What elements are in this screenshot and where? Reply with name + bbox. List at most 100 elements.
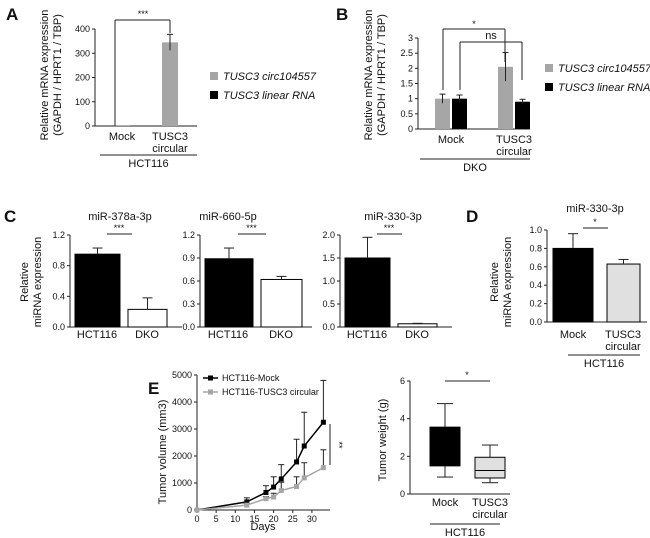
significance-marker: ns — [485, 30, 497, 42]
y-axis-label: Relative — [489, 262, 501, 302]
box — [474, 456, 506, 479]
x-category-label: Mock — [560, 329, 587, 341]
panel-label-B: B — [336, 5, 348, 24]
data-point — [301, 443, 307, 449]
group-label: HCT116 — [128, 158, 168, 170]
panel-label-C: C — [4, 207, 16, 226]
data-point — [244, 499, 250, 505]
y-tick-label: 5000 — [172, 370, 192, 380]
x-category-label: circular — [152, 143, 188, 155]
data-point — [294, 459, 300, 465]
legend-entry: TUSC3 linear RNA — [558, 82, 650, 94]
x-tick-label: 0 — [194, 514, 199, 524]
data-point — [278, 476, 284, 482]
y-tick-label: 1.0 — [529, 225, 542, 235]
bar — [260, 278, 303, 328]
x-category-label: DKO — [135, 329, 159, 341]
bar — [606, 263, 641, 323]
x-category-label: Mock — [109, 131, 136, 143]
y-tick-label: 4000 — [172, 397, 192, 407]
y-tick-label: 0.2 — [529, 299, 542, 309]
x-category-label: HCT116 — [77, 329, 117, 341]
legend-swatch — [545, 83, 553, 91]
y-tick-label: 0 — [187, 505, 192, 515]
y-tick-label: 3 — [408, 33, 413, 43]
panel-label-A: A — [6, 5, 18, 24]
significance-marker: *** — [246, 223, 257, 233]
x-category-label: HCT116 — [347, 329, 387, 341]
y-tick-label: 0 — [408, 124, 413, 134]
x-tick-label: 20 — [269, 514, 279, 524]
data-point — [244, 502, 250, 508]
y-axis-label: Relative mRNA expression — [39, 10, 51, 141]
legend-swatch — [210, 91, 218, 99]
data-point — [294, 484, 300, 490]
y-tick-label: 0.0 — [322, 322, 335, 332]
x-tick-label: 30 — [307, 514, 317, 524]
y-tick-label: 0.0 — [529, 317, 542, 327]
x-category-label: circular — [496, 146, 532, 158]
y-tick-label: 1.5 — [322, 253, 335, 263]
data-point — [278, 488, 284, 494]
data-point — [320, 465, 326, 471]
y-tick-label: 0.3 — [182, 299, 195, 309]
chart-title: miR-378a-3p — [88, 211, 152, 223]
data-point — [263, 496, 269, 502]
legend-swatch — [210, 72, 218, 80]
y-tick-label: 3000 — [172, 424, 192, 434]
y-tick-label: 0.4 — [529, 280, 542, 290]
significance-marker: *** — [114, 223, 125, 233]
y-tick-label: 0.0 — [182, 322, 195, 332]
legend-entry: HCT116-Mock — [222, 373, 280, 383]
legend-entry: TUSC3 circ104557 — [558, 63, 650, 75]
y-tick-label: 0.9 — [182, 253, 195, 263]
x-category-label: TUSC3 — [152, 131, 188, 143]
y-tick-label: 0.6 — [529, 262, 542, 272]
bar — [397, 323, 438, 328]
y-tick-label: 1.5 — [400, 79, 413, 89]
y-tick-label: 6 — [400, 376, 405, 386]
x-category-label: circular — [472, 509, 508, 521]
y-axis-label: Tumor weight (g) — [377, 399, 389, 482]
y-tick-label: 1 — [408, 94, 413, 104]
legend-entry: HCT116-TUSC3 circular — [222, 387, 319, 397]
x-category-label: TUSC3 — [472, 497, 508, 509]
y-axis-label: miRNA expression — [502, 237, 514, 327]
y-tick-label: 400 — [75, 24, 90, 34]
x-category-label: Mock — [432, 497, 459, 509]
data-point — [301, 475, 307, 481]
x-axis-label: Days — [250, 521, 276, 533]
y-axis-label: Tumor volume (mm3) — [157, 400, 169, 505]
x-tick-label: 10 — [230, 514, 240, 524]
x-category-label: TUSC3 — [605, 329, 641, 341]
bar-circ — [435, 98, 450, 129]
bar — [74, 253, 121, 328]
bar — [344, 257, 391, 328]
y-tick-label: 4 — [400, 414, 405, 424]
y-axis-label: miRNA expression — [32, 237, 44, 327]
bar — [162, 42, 178, 126]
data-point — [271, 494, 277, 500]
y-tick-label: 2 — [408, 63, 413, 73]
significance-marker: * — [472, 19, 476, 29]
significance-marker: *** — [384, 223, 395, 233]
y-tick-label: 2 — [400, 451, 405, 461]
y-tick-label: 200 — [75, 73, 90, 83]
y-tick-label: 1.2 — [182, 230, 195, 240]
y-tick-label: 0.4 — [52, 291, 65, 301]
data-point — [263, 489, 269, 495]
group-label: HCT116 — [445, 527, 485, 538]
data-point — [194, 507, 200, 513]
y-tick-label: 100 — [75, 97, 90, 107]
bar-linear — [515, 101, 530, 129]
x-category-label: DKO — [269, 329, 293, 341]
y-tick-label: 0.6 — [182, 276, 195, 286]
x-category-label: circular — [605, 341, 641, 353]
significance-marker: * — [465, 370, 469, 380]
x-tick-label: 5 — [214, 514, 219, 524]
bar-circ — [498, 66, 513, 129]
significance-marker: *** — [138, 9, 149, 19]
panel-label-D: D — [466, 207, 478, 226]
